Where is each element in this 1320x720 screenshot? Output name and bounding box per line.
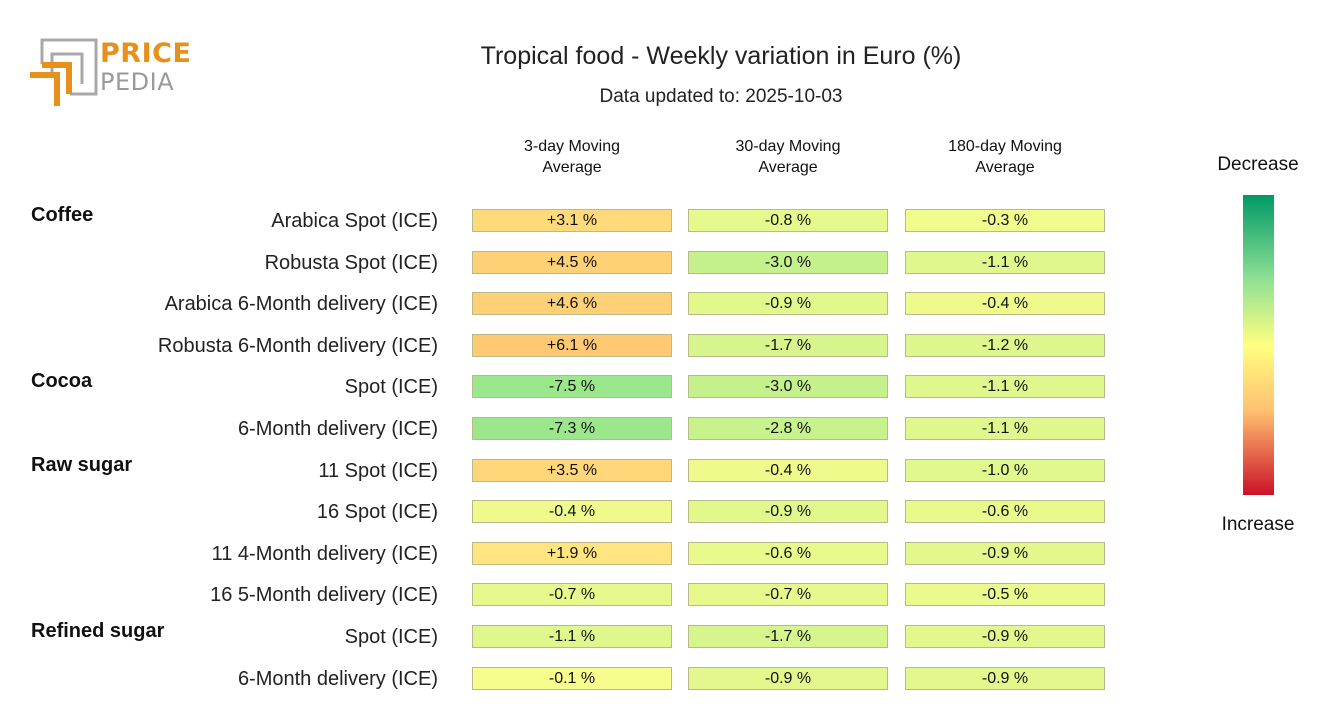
- chart-subtitle: Data updated to: 2025-10-03: [599, 86, 843, 107]
- column-header-line: Average: [542, 159, 602, 176]
- row-label: 6-Month delivery (ICE): [237, 418, 438, 440]
- row-label: Robusta 6-Month delivery (ICE): [157, 334, 438, 357]
- heatmap-cell: -0.9 %: [905, 625, 1105, 648]
- group-label: Raw sugar: [31, 453, 133, 476]
- heatmap-cell: -0.1 %: [472, 666, 672, 690]
- heatmap-cell: +1.9 %: [472, 541, 672, 565]
- column-header-line: 30-day Moving: [735, 138, 841, 155]
- heatmap-cell: -0.3 %: [905, 209, 1105, 232]
- heatmap-cell: -1.1 %: [905, 417, 1105, 440]
- group-label: Coffee: [31, 204, 94, 226]
- legend-color-scale: [1243, 195, 1274, 495]
- legend-decrease-label: Decrease: [1217, 154, 1299, 175]
- legend-increase-label: Increase: [1221, 514, 1295, 535]
- column-header: 180-day Moving Average: [904, 136, 1106, 178]
- heatmap-cell: +3.5 %: [472, 458, 672, 482]
- row-label: 16 Spot (ICE): [316, 501, 438, 524]
- chart-title: Tropical food - Weekly variation in Euro…: [480, 42, 962, 70]
- heatmap-cell: -1.1 %: [905, 250, 1105, 274]
- group-label: Refined sugar: [31, 620, 165, 642]
- logo-text-pedia: PEDIA: [100, 68, 175, 96]
- heatmap-cell: -0.7 %: [688, 583, 888, 607]
- heatmap-cell: +4.5 %: [472, 250, 672, 274]
- heatmap-cell: +3.1 %: [472, 209, 672, 232]
- heatmap-cell: -3.0 %: [688, 250, 888, 274]
- row-label: Arabica 6-Month delivery (ICE): [164, 293, 438, 316]
- row-label: 11 4-Month delivery (ICE): [211, 542, 438, 565]
- group-label: Cocoa: [31, 370, 93, 393]
- column-header: 30-day Moving Average: [687, 136, 889, 178]
- heatmap-cell: -0.9 %: [905, 541, 1105, 565]
- heatmap-cell: -1.1 %: [905, 375, 1105, 399]
- heatmap-cell: -0.5 %: [905, 583, 1105, 607]
- row-label: Arabica Spot (ICE): [271, 210, 438, 232]
- heatmap-cell: -1.2 %: [905, 333, 1105, 357]
- logo-mark-icon: [30, 38, 98, 106]
- logo-text-price: PRICE: [100, 38, 192, 69]
- heatmap-cell: -0.9 %: [688, 292, 888, 316]
- heatmap-cell: -7.3 %: [472, 417, 672, 440]
- heatmap-cell: -1.7 %: [688, 625, 888, 648]
- heatmap-cell: -3.0 %: [688, 375, 888, 399]
- heatmap-cell: -0.4 %: [905, 292, 1105, 316]
- heatmap-cell: -0.9 %: [905, 666, 1105, 690]
- row-label: Robusta Spot (ICE): [264, 251, 438, 274]
- row-label: 11 Spot (ICE): [318, 459, 438, 482]
- row-label: Spot (ICE): [344, 626, 438, 648]
- column-header-line: 3-day Moving: [523, 138, 621, 155]
- heatmap-cell: -1.0 %: [905, 458, 1105, 482]
- column-header-line: Average: [975, 159, 1035, 176]
- column-header-line: Average: [758, 159, 818, 176]
- row-label: 16 5-Month delivery (ICE): [210, 584, 438, 607]
- heatmap-cell: -7.5 %: [472, 375, 672, 399]
- heatmap-cell: +4.6 %: [472, 292, 672, 316]
- column-header: 3-day Moving Average: [471, 136, 673, 178]
- heatmap-cell: -2.8 %: [688, 417, 888, 440]
- heatmap-cell: -0.9 %: [688, 666, 888, 690]
- column-header-line: 180-day Moving: [948, 138, 1062, 155]
- heatmap-cell: -0.7 %: [472, 583, 672, 607]
- pricepedia-logo: PRICE PEDIA: [30, 38, 192, 110]
- heatmap-cell: -0.6 %: [688, 541, 888, 565]
- heatmap-cell: -0.6 %: [905, 500, 1105, 524]
- heatmap-cell: -0.8 %: [688, 209, 888, 232]
- heatmap-cell: -1.1 %: [472, 625, 672, 648]
- heatmap-cell: -1.7 %: [688, 333, 888, 357]
- heatmap-cell: -0.4 %: [688, 458, 888, 482]
- heatmap-cell: +6.1 %: [472, 333, 672, 357]
- heatmap-cell: -0.4 %: [472, 500, 672, 524]
- heatmap-cell: -0.9 %: [688, 500, 888, 524]
- row-label: 6-Month delivery (ICE): [237, 667, 438, 690]
- row-label: Spot (ICE): [344, 376, 438, 399]
